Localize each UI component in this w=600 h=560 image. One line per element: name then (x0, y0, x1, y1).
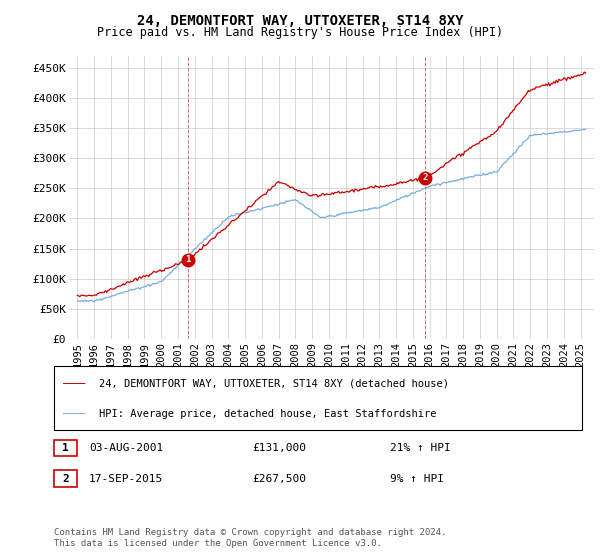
Text: HPI: Average price, detached house, East Staffordshire: HPI: Average price, detached house, East… (99, 409, 437, 419)
Text: 1: 1 (185, 255, 190, 264)
Text: 9% ↑ HPI: 9% ↑ HPI (390, 474, 444, 484)
Text: ———: ——— (63, 408, 86, 421)
Text: 1: 1 (62, 443, 69, 453)
Text: £131,000: £131,000 (252, 443, 306, 453)
Text: 03-AUG-2001: 03-AUG-2001 (89, 443, 163, 453)
Text: 21% ↑ HPI: 21% ↑ HPI (390, 443, 451, 453)
Text: Price paid vs. HM Land Registry's House Price Index (HPI): Price paid vs. HM Land Registry's House … (97, 26, 503, 39)
Text: Contains HM Land Registry data © Crown copyright and database right 2024.
This d: Contains HM Land Registry data © Crown c… (54, 528, 446, 548)
Text: 2: 2 (62, 474, 69, 484)
Text: 17-SEP-2015: 17-SEP-2015 (89, 474, 163, 484)
Text: ———: ——— (63, 377, 86, 390)
Text: 24, DEMONTFORT WAY, UTTOXETER, ST14 8XY: 24, DEMONTFORT WAY, UTTOXETER, ST14 8XY (137, 14, 463, 28)
Text: 2: 2 (422, 174, 427, 183)
Text: £267,500: £267,500 (252, 474, 306, 484)
Text: 24, DEMONTFORT WAY, UTTOXETER, ST14 8XY (detached house): 24, DEMONTFORT WAY, UTTOXETER, ST14 8XY … (99, 379, 449, 389)
